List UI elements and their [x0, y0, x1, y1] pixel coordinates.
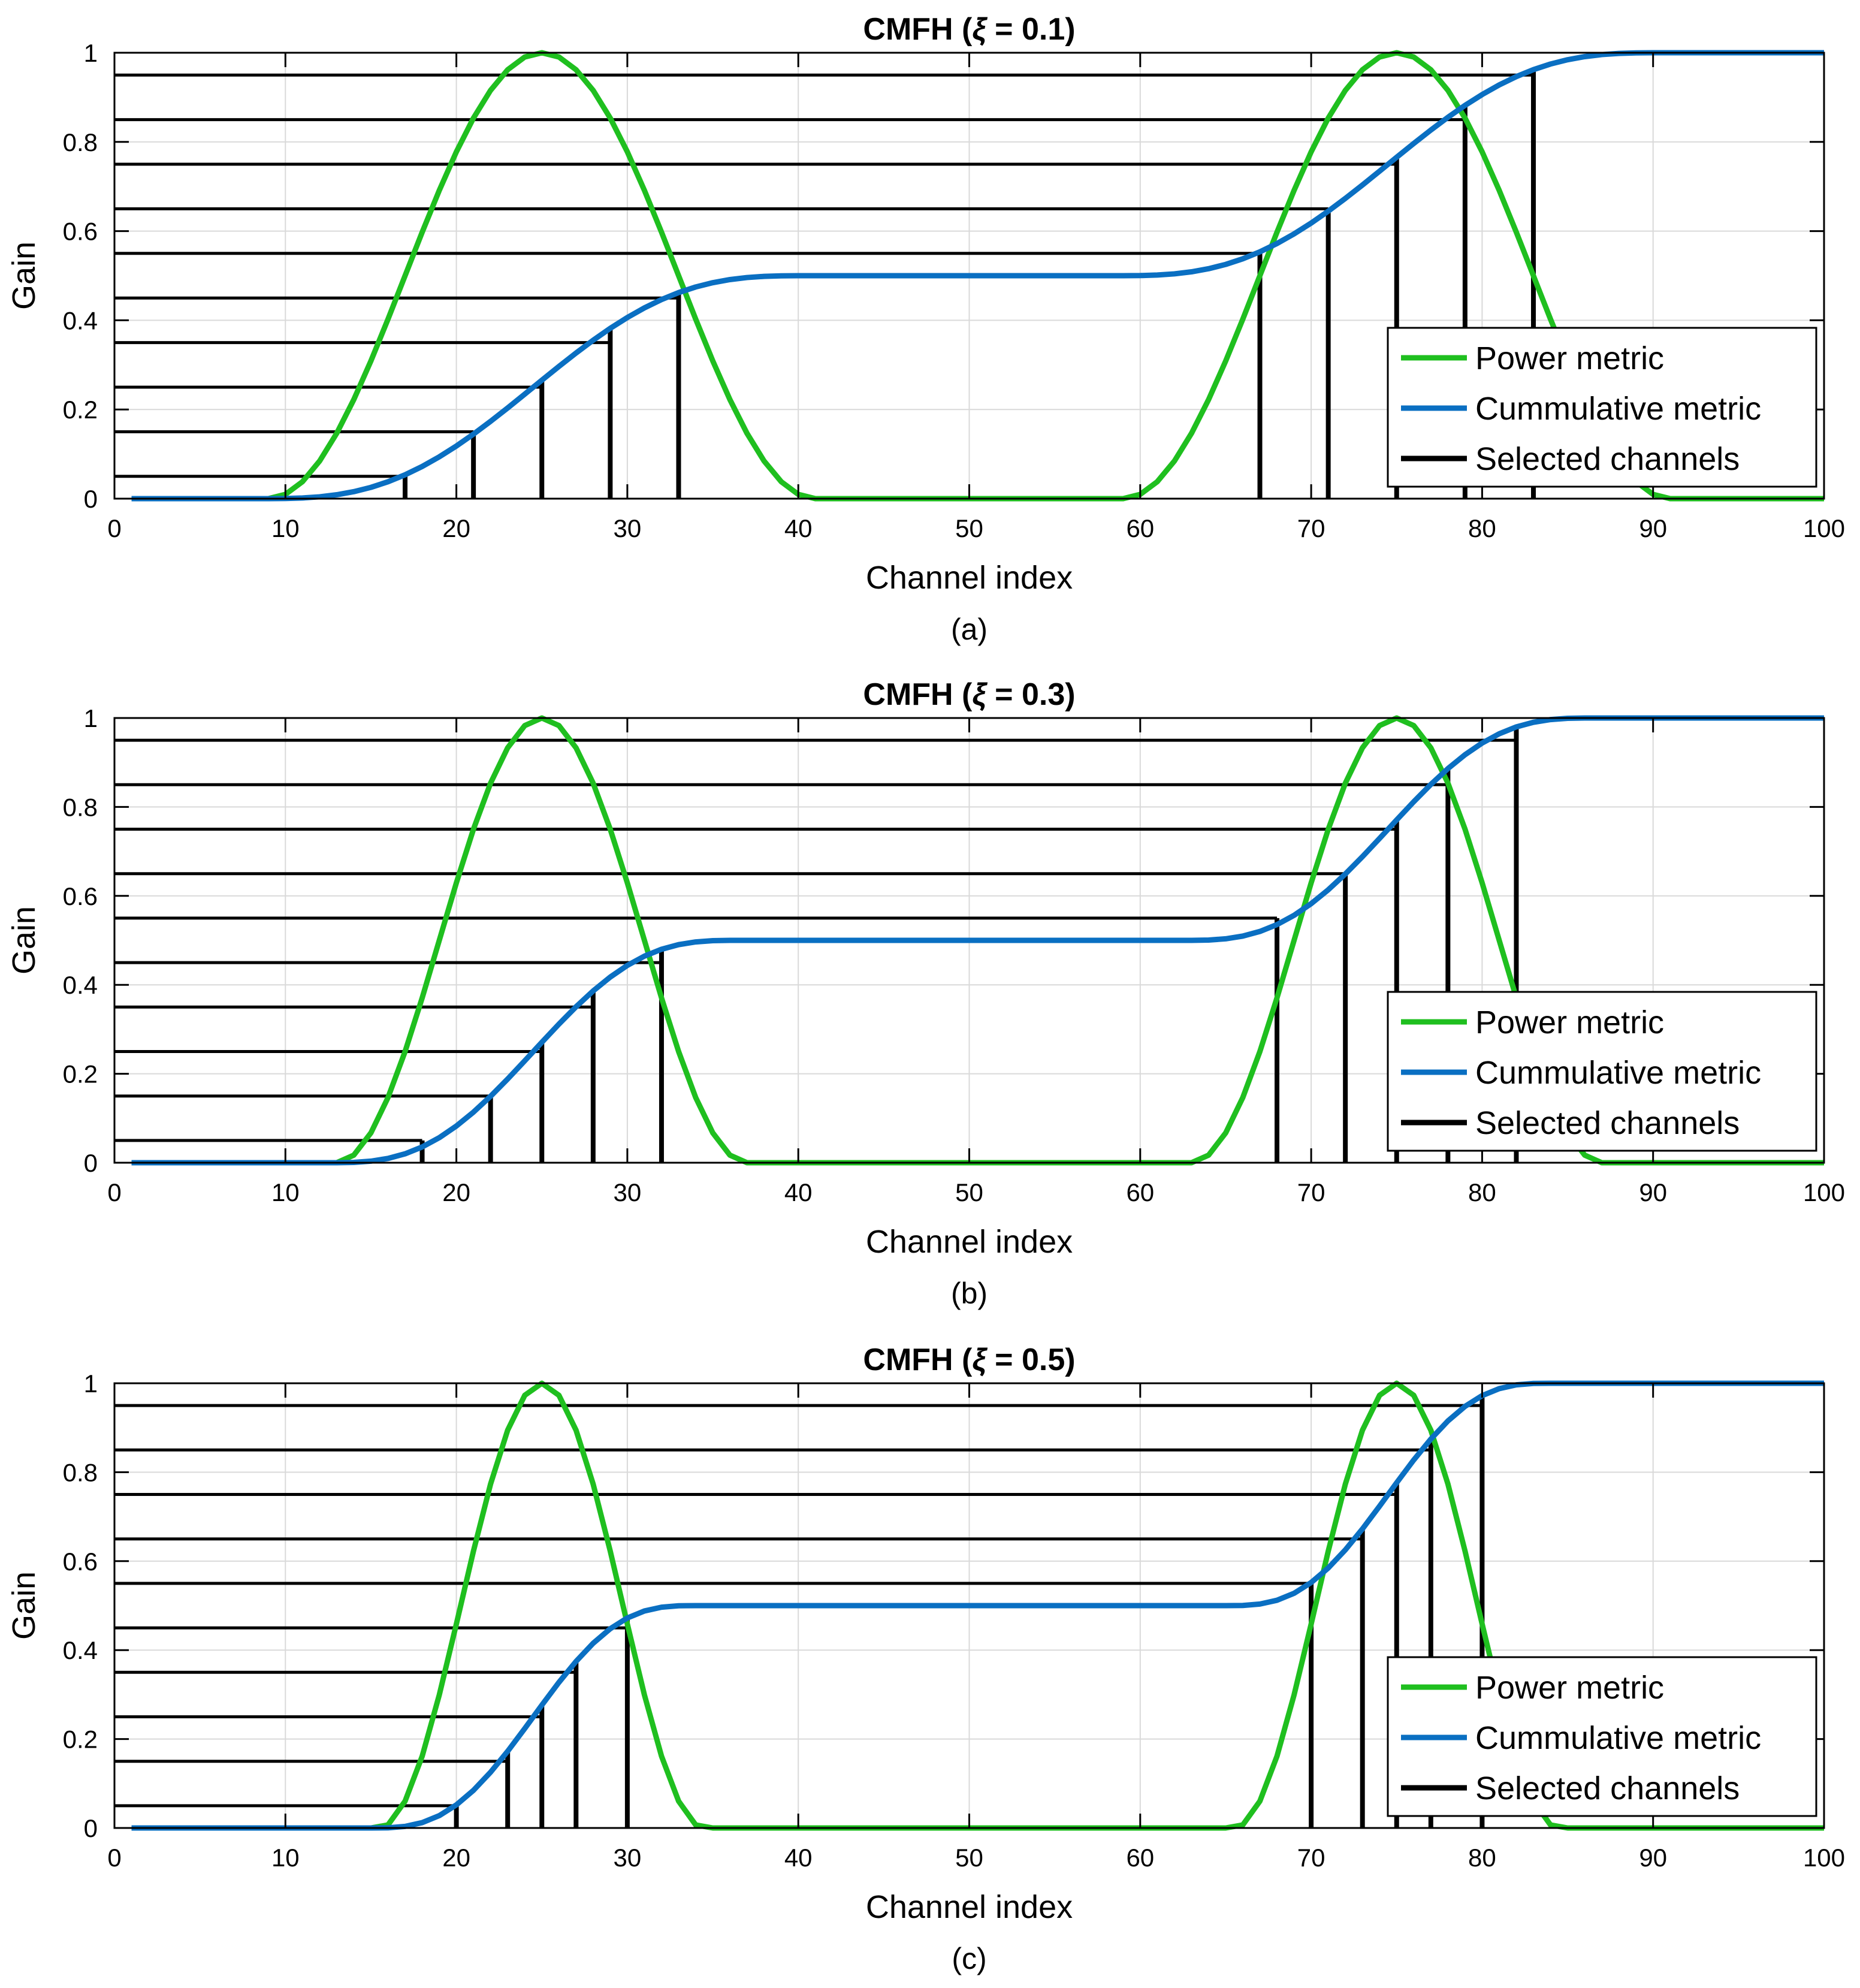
x-tick-label: 70 — [1297, 514, 1325, 542]
x-tick-label: 80 — [1468, 1178, 1496, 1206]
y-tick-label: 0.8 — [63, 793, 98, 821]
x-tick-label: 80 — [1468, 514, 1496, 542]
x-tick-label: 100 — [1803, 514, 1845, 542]
x-tick-label: 100 — [1803, 1844, 1845, 1872]
chart-title: CMFH (ξ = 0.5) — [863, 1343, 1075, 1377]
x-tick-label: 90 — [1639, 514, 1667, 542]
x-tick-label: 80 — [1468, 1844, 1496, 1872]
chart-title: CMFH (ξ = 0.1) — [863, 12, 1075, 47]
legend: Power metric Cummulative metric Selected c… — [1387, 991, 1817, 1152]
legend: Power metric Cummulative metric Selected c… — [1387, 1656, 1817, 1817]
y-tick-label: 0.6 — [63, 218, 98, 246]
x-tick-label: 20 — [442, 1844, 470, 1872]
x-tick-label: 10 — [271, 1844, 300, 1872]
x-tick-label: 40 — [784, 1844, 813, 1872]
panel-caption: (a) — [951, 613, 988, 646]
chart-title-prefix: CMFH ( — [863, 1343, 973, 1377]
y-tick-label: 0.2 — [63, 1060, 98, 1088]
y-tick-label: 0.2 — [63, 1725, 98, 1754]
x-tick-label: 70 — [1297, 1178, 1325, 1206]
x-axis-label: Channel index — [866, 1224, 1073, 1260]
chart-title-symbol: ξ — [972, 677, 988, 712]
x-axis-label: Channel index — [866, 560, 1073, 596]
x-tick-label: 90 — [1639, 1844, 1667, 1872]
x-tick-label: 0 — [107, 1844, 121, 1872]
legend-label-selected: Selected channels — [1475, 1770, 1740, 1806]
x-tick-label: 10 — [271, 1178, 300, 1206]
x-tick-label: 20 — [442, 1178, 470, 1206]
chart-panel-2: 0 10 20 30 40 50 60 70 80 90 100 0 0.2 0.4 0.6 0.8 1 CMFH… — [6, 677, 1845, 1310]
y-tick-label: 1 — [84, 704, 98, 732]
legend-label-selected: Selected channels — [1475, 1105, 1740, 1141]
y-tick-label: 1 — [84, 39, 98, 67]
x-tick-label: 30 — [614, 514, 642, 542]
x-tick-label: 20 — [442, 514, 470, 542]
chart-title-suffix: = 0.3) — [986, 677, 1076, 712]
y-tick-label: 0.2 — [63, 396, 98, 424]
legend: Power metric Cummulative metric Selected c… — [1387, 327, 1817, 488]
legend-label-cumulative: Cummulative metric — [1475, 1055, 1761, 1091]
panel-caption: (c) — [952, 1942, 986, 1975]
cumulative-metric-line — [131, 50, 1824, 502]
x-tick-label: 70 — [1297, 1844, 1325, 1872]
x-tick-label: 100 — [1803, 1178, 1845, 1206]
x-tick-label: 30 — [614, 1844, 642, 1872]
x-tick-label: 50 — [955, 1178, 983, 1206]
y-tick-label: 0 — [84, 1814, 98, 1842]
chart-title-symbol: ξ — [972, 1343, 988, 1377]
x-tick-label: 60 — [1126, 1178, 1154, 1206]
x-tick-label: 0 — [107, 1178, 121, 1206]
y-tick-label: 0.8 — [63, 1458, 98, 1486]
chart-title-suffix: = 0.5) — [986, 1343, 1076, 1377]
y-tick-label: 0.6 — [63, 1547, 98, 1576]
legend-label-power: Power metric — [1475, 1670, 1664, 1706]
x-tick-label: 10 — [271, 514, 300, 542]
y-tick-label: 0 — [84, 1149, 98, 1177]
legend-label-power: Power metric — [1475, 340, 1664, 376]
y-axis-label: Gain — [6, 906, 42, 975]
x-tick-label: 90 — [1639, 1178, 1667, 1206]
x-tick-label: 60 — [1126, 514, 1154, 542]
y-tick-label: 0.6 — [63, 882, 98, 910]
chart-panel-1: 0 10 20 30 40 50 60 70 80 90 100 0 0.2 0.4 0.6 0.8 1 CMFH… — [6, 12, 1845, 646]
chart-title-prefix: CMFH ( — [863, 677, 973, 712]
chart-title-suffix: = 0.1) — [986, 12, 1076, 47]
panel-caption: (b) — [951, 1277, 988, 1310]
x-tick-label: 60 — [1126, 1844, 1154, 1872]
chart-title-symbol: ξ — [972, 12, 988, 47]
x-tick-label: 50 — [955, 514, 983, 542]
cumulative-metric-line — [131, 715, 1824, 1166]
y-tick-label: 0.4 — [63, 306, 98, 334]
y-tick-label: 0.4 — [63, 1636, 98, 1664]
y-tick-label: 1 — [84, 1369, 98, 1398]
y-tick-label: 0.8 — [63, 128, 98, 156]
x-axis-label: Channel index — [866, 1889, 1073, 1925]
x-tick-label: 50 — [955, 1844, 983, 1872]
legend-label-selected: Selected channels — [1475, 441, 1740, 477]
y-axis-label: Gain — [6, 242, 42, 310]
legend-label-cumulative: Cummulative metric — [1475, 391, 1761, 427]
chart-title-prefix: CMFH ( — [863, 12, 973, 47]
y-tick-label: 0 — [84, 485, 98, 513]
y-axis-label: Gain — [6, 1571, 42, 1640]
chart-title: CMFH (ξ = 0.3) — [863, 677, 1075, 712]
x-tick-label: 40 — [784, 514, 813, 542]
x-tick-label: 30 — [614, 1178, 642, 1206]
legend-label-cumulative: Cummulative metric — [1475, 1720, 1761, 1756]
y-tick-label: 0.4 — [63, 971, 98, 999]
legend-label-power: Power metric — [1475, 1004, 1664, 1040]
x-tick-label: 40 — [784, 1178, 813, 1206]
chart-panel-3: 0 10 20 30 40 50 60 70 80 90 100 0 0.2 0.4 0.6 0.8 1 CMFH… — [6, 1343, 1845, 1975]
x-tick-label: 0 — [107, 514, 121, 542]
